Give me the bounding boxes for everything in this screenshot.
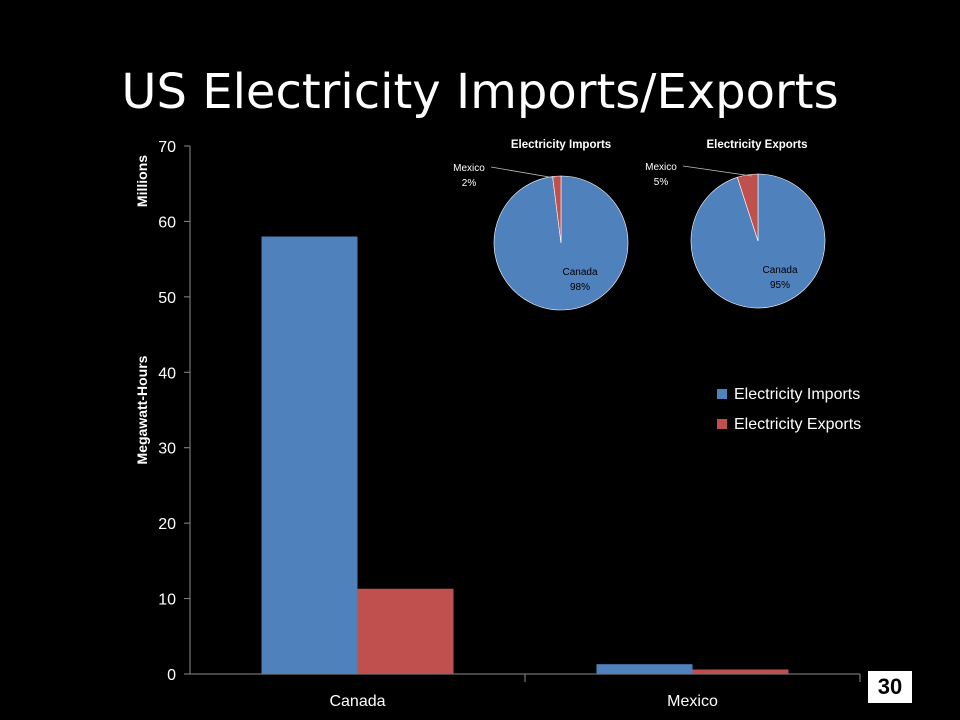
pie-label-mexico: Mexico: [645, 162, 677, 173]
pie-label-mexico: Mexico: [453, 163, 485, 174]
y-axis-label-units: Millions: [134, 155, 150, 207]
y-axis-label: Megawatt-Hours: [134, 355, 150, 464]
pie-leader-line: [490, 166, 556, 179]
pie-value-mexico: 5%: [654, 177, 669, 188]
x-tick-label: Mexico: [667, 693, 718, 710]
legend-swatch-1: [717, 419, 727, 429]
pie-label-canada: Canada: [562, 267, 597, 278]
slide-title: US Electricity Imports/Exports: [121, 64, 839, 120]
x-tick-label: Canada: [329, 693, 385, 710]
bar-imports-mexico: [596, 664, 693, 674]
y-tick-label: 40: [158, 365, 176, 382]
y-tick-label: 0: [167, 667, 176, 684]
y-tick-label: 60: [158, 214, 176, 231]
pie-value-mexico: 2%: [462, 178, 477, 189]
pie-title: Electricity Imports: [511, 139, 611, 151]
bar-exports-canada: [357, 588, 454, 674]
bar-imports-canada: [261, 236, 358, 674]
page-number: 30: [868, 671, 912, 703]
legend-swatch-0: [717, 389, 727, 399]
pie-label-canada: Canada: [762, 265, 797, 276]
bar-exports-mexico: [692, 669, 789, 674]
pie-value-canada: 95%: [770, 280, 790, 291]
y-tick-label: 20: [158, 516, 176, 533]
pie-slice-mexico: [736, 173, 759, 242]
y-tick-label: 10: [158, 592, 176, 609]
pie-slice-mexico: [552, 175, 562, 244]
pie-leader-line: [682, 165, 753, 177]
pie-value-canada: 98%: [570, 282, 590, 293]
legend-label-0: Electricity Imports: [734, 386, 860, 403]
legend-label-1: Electricity Exports: [734, 416, 861, 433]
y-tick-label: 70: [158, 139, 176, 156]
y-tick-label: 30: [158, 441, 176, 458]
y-tick-label: 50: [158, 290, 176, 307]
pie-title: Electricity Exports: [707, 139, 808, 151]
